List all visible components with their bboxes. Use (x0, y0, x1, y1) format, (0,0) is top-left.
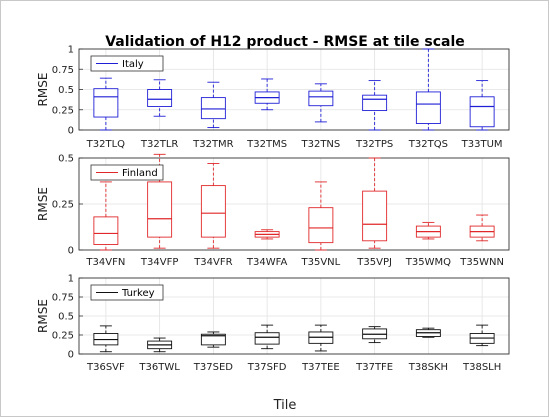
y-tick-label: 0 (68, 350, 74, 361)
x-tick-label: T32TMS (246, 139, 287, 150)
legend: Finland (90, 164, 164, 181)
x-tick-label: T35VPJ (356, 257, 392, 268)
iqr-box (147, 89, 173, 107)
chart-title: Validation of H12 product - RMSE at tile… (105, 34, 465, 50)
x-tick-label: T34VFP (140, 257, 178, 268)
iqr-box (362, 94, 388, 112)
y-axis-label: RMSE (36, 299, 50, 333)
legend-label: Finland (122, 168, 158, 179)
box-t35vpj (362, 157, 388, 249)
y-tick-label: 0.75 (52, 293, 74, 304)
box-t35wnn (469, 214, 495, 242)
x-tick-label: T32TQS (408, 139, 448, 150)
y-axis-label: RMSE (36, 187, 50, 221)
iqr-box (200, 97, 226, 120)
x-tick-label: T36TWL (138, 362, 180, 373)
box-t38slh (469, 324, 495, 347)
iqr-box (415, 91, 441, 124)
y-tick-label: 0.25 (52, 105, 74, 116)
box-t32tms (254, 78, 280, 111)
x-tick-label: T36SVF (86, 362, 125, 373)
y-tick-label: 0 (68, 126, 74, 137)
box-t38skh (415, 327, 441, 338)
y-tick-label: 0.5 (58, 85, 74, 96)
legend-box (90, 55, 164, 72)
x-tick-label: T37SED (193, 362, 233, 373)
box-t37sed (200, 331, 226, 348)
y-tick-label: 0.25 (52, 200, 74, 211)
x-tick-label: T32TLR (140, 139, 179, 150)
box-t34vfp (147, 153, 173, 249)
legend: Italy (90, 55, 164, 72)
box-t35vnl (308, 181, 334, 251)
iqr-box (200, 333, 226, 346)
y-tick-label: 1 (68, 45, 74, 56)
x-tick-label: T32TMR (192, 139, 234, 150)
x-tick-label: T32TPS (355, 139, 393, 150)
box-t33tum (469, 80, 495, 131)
iqr-box (93, 216, 119, 245)
x-axis-label: Tile (273, 398, 297, 413)
panel-2: 0 0.25 0.5 RMSE T34VFN T34VFP T34VFR T34WFA T35V… (36, 153, 510, 268)
x-tick-label: T38SKH (408, 362, 448, 373)
iqr-box (308, 207, 334, 244)
box-t32tmr (200, 81, 226, 129)
iqr-box (254, 332, 280, 345)
iqr-box (308, 90, 334, 107)
box-t37sfd (254, 324, 280, 350)
iqr-box (362, 190, 388, 242)
box-t35wmq (415, 221, 441, 240)
x-tick-label: T34VFR (193, 257, 232, 268)
y-tick-label: 0.5 (58, 312, 74, 323)
x-tick-label: T32TNS (300, 139, 340, 150)
y-axis-label: RMSE (36, 73, 50, 107)
x-tick-label: T35WNN (459, 257, 504, 268)
x-tick-label: T34VFN (85, 257, 125, 268)
box-t32tps (362, 80, 388, 131)
box-t32tqs (415, 48, 441, 131)
y-tick-label: 0.25 (52, 331, 74, 342)
x-tick-label: T37SFD (247, 362, 287, 373)
box-t32tns (308, 83, 334, 123)
x-tick-label: T34WFA (246, 257, 288, 268)
iqr-box (469, 96, 495, 128)
legend-box (90, 164, 164, 181)
x-tick-label: T37TFE (355, 362, 393, 373)
box-t32tlr (147, 79, 173, 117)
panel-1: 0 0.25 0.5 0.75 1 RMSE T32TLQ T32TLR T32TMR T32TM… (36, 45, 510, 150)
iqr-box (93, 88, 119, 118)
panel-3: 0 0.25 0.5 0.75 1 RMSE T36SVF T36TWL T37SED T37SF… (36, 274, 510, 373)
box-t34vfn (93, 181, 119, 251)
axes-frame (78, 277, 510, 355)
legend-label: Italy (122, 59, 144, 70)
y-tick-label: 0 (68, 246, 74, 257)
x-tick-label: T33TUM (461, 139, 503, 150)
legend-label: Turkey (121, 288, 155, 299)
x-tick-label: T32TLQ (86, 139, 126, 150)
box-t32tlq (93, 77, 119, 131)
x-tick-label: T37TEE (301, 362, 340, 373)
iqr-box (147, 181, 173, 238)
legend-box (90, 284, 164, 301)
y-tick-label: 0.5 (58, 154, 74, 165)
y-tick-label: 0.75 (52, 65, 74, 76)
y-tick-label: 1 (68, 274, 74, 285)
box-t34vfr (200, 163, 226, 249)
legend: Turkey (90, 284, 164, 301)
axes-frame (78, 48, 510, 131)
x-tick-label: T35VNL (301, 257, 341, 268)
box-t36twl (147, 337, 173, 353)
iqr-box (200, 185, 226, 238)
box-t37tfe (362, 326, 388, 344)
box-t37tee (308, 324, 334, 352)
box-t36svf (93, 325, 119, 353)
x-tick-label: T38SLH (462, 362, 501, 373)
box-t34wfa (254, 229, 280, 240)
x-tick-label: T35WMQ (405, 257, 451, 268)
axes-frame (78, 157, 510, 251)
